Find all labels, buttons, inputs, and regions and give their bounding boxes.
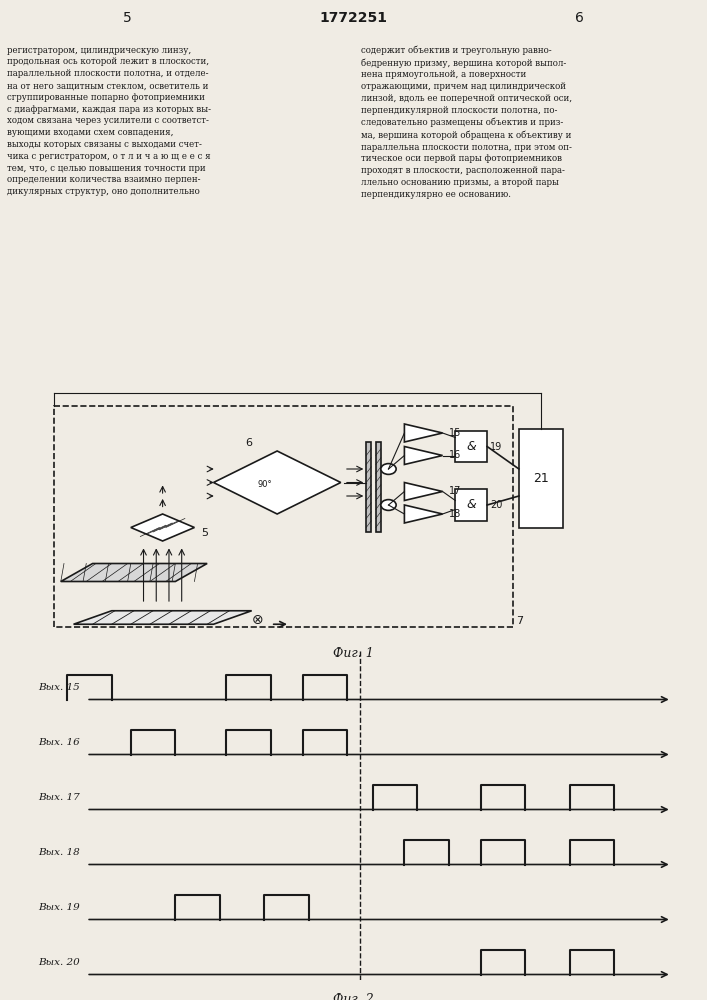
- Polygon shape: [404, 505, 443, 523]
- Text: 19: 19: [491, 442, 503, 452]
- Polygon shape: [131, 514, 194, 541]
- Text: Фиг. 1: Фиг. 1: [333, 647, 374, 660]
- Text: 6: 6: [245, 438, 252, 448]
- FancyBboxPatch shape: [455, 489, 487, 521]
- Text: 20: 20: [491, 500, 503, 510]
- Text: 1772251: 1772251: [320, 11, 387, 25]
- Polygon shape: [404, 483, 443, 500]
- Text: Вых. 18: Вых. 18: [38, 848, 80, 857]
- Text: 17: 17: [449, 487, 462, 496]
- Bar: [366, 442, 371, 532]
- Text: Вых. 20: Вых. 20: [38, 958, 80, 967]
- Text: 5: 5: [201, 528, 208, 538]
- Text: ⊗: ⊗: [252, 612, 264, 626]
- Text: 90°: 90°: [257, 480, 271, 489]
- Polygon shape: [74, 611, 252, 624]
- Text: 16: 16: [449, 450, 461, 460]
- FancyBboxPatch shape: [519, 428, 563, 528]
- Polygon shape: [404, 446, 443, 464]
- Bar: [376, 442, 381, 532]
- Text: 7: 7: [516, 616, 523, 626]
- Circle shape: [381, 500, 396, 510]
- Text: 21: 21: [533, 472, 549, 485]
- Text: &: &: [467, 440, 476, 453]
- Text: 15: 15: [449, 428, 462, 438]
- Polygon shape: [61, 564, 207, 582]
- Text: Вых. 19: Вых. 19: [38, 903, 80, 912]
- Text: &: &: [467, 498, 476, 512]
- Circle shape: [381, 464, 396, 474]
- Text: содержит объектив и треугольную равно-
бедренную призму, вершина которой выпол-
: содержит объектив и треугольную равно- б…: [361, 46, 572, 199]
- Text: регистратором, цилиндрическую линзу,
продольная ось которой лежит в плоскости,
п: регистратором, цилиндрическую линзу, про…: [7, 46, 211, 196]
- Text: 5: 5: [123, 11, 132, 25]
- Polygon shape: [214, 451, 341, 514]
- FancyBboxPatch shape: [455, 431, 487, 462]
- Text: Вых. 17: Вых. 17: [38, 793, 80, 802]
- Text: Вых. 16: Вых. 16: [38, 738, 80, 747]
- Text: Вых. 15: Вых. 15: [38, 683, 80, 692]
- Text: 6: 6: [575, 11, 584, 25]
- Polygon shape: [404, 424, 443, 442]
- Text: 18: 18: [449, 509, 461, 519]
- Text: Фиг. 2: Фиг. 2: [333, 993, 374, 1000]
